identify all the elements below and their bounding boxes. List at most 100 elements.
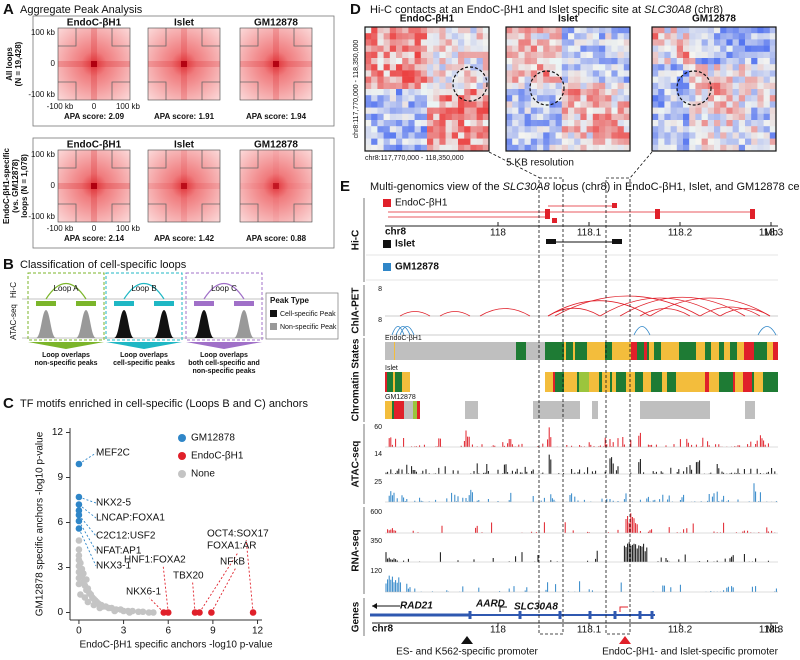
hic-cell bbox=[701, 113, 709, 121]
hic-cell bbox=[658, 45, 665, 53]
hic-cell bbox=[623, 107, 631, 115]
point-label: HNF1:FOXA2 bbox=[124, 555, 186, 566]
hic-cell bbox=[617, 89, 625, 96]
highlight-box bbox=[605, 177, 631, 635]
atac-peak bbox=[154, 310, 174, 338]
hic-cell bbox=[561, 138, 569, 146]
y-tick-label: -100 kb bbox=[28, 212, 55, 221]
hic-cell bbox=[658, 27, 665, 34]
hic-cell bbox=[670, 82, 678, 90]
hic-cell bbox=[738, 70, 746, 77]
hic-cell bbox=[751, 144, 758, 152]
hic-cell bbox=[605, 101, 612, 108]
hic-cell bbox=[707, 95, 715, 102]
scatter-point bbox=[75, 537, 83, 544]
scatter-point bbox=[80, 570, 87, 577]
hic-cell bbox=[458, 51, 465, 59]
hic-cell bbox=[512, 58, 519, 65]
hic-cell bbox=[707, 64, 715, 71]
hic-cell bbox=[738, 89, 746, 96]
hic-cell bbox=[720, 76, 727, 84]
hic-cell bbox=[695, 89, 702, 96]
hic-cell bbox=[611, 39, 618, 46]
hic-cell bbox=[592, 27, 600, 34]
hic-cell bbox=[420, 76, 428, 84]
hic-cell bbox=[714, 113, 721, 121]
hic-cell bbox=[414, 51, 422, 59]
exon bbox=[650, 611, 654, 619]
hic-cell bbox=[701, 120, 709, 127]
hic-cell bbox=[371, 101, 378, 108]
apa-center bbox=[91, 183, 97, 189]
hic-cell bbox=[652, 144, 659, 152]
panel-title: TF motifs enriched in cell-specific (Loo… bbox=[20, 398, 308, 410]
hic-cell bbox=[701, 126, 709, 133]
hic-cell bbox=[568, 132, 575, 139]
hic-cell bbox=[670, 70, 678, 77]
hic-cell bbox=[408, 39, 415, 46]
hic-cell bbox=[549, 64, 556, 71]
chromatin-state bbox=[393, 372, 395, 392]
hic-cell bbox=[396, 45, 403, 53]
hic-cell bbox=[561, 144, 569, 152]
hic-cell bbox=[408, 76, 415, 84]
hic-cell bbox=[389, 144, 397, 152]
legend-label: None bbox=[191, 469, 215, 480]
hic-cell bbox=[530, 39, 538, 46]
hic-cell bbox=[658, 89, 665, 96]
hic-cell bbox=[524, 107, 532, 115]
chromatin-state bbox=[735, 372, 743, 392]
hic-cell bbox=[371, 138, 378, 146]
scatter-point bbox=[150, 609, 157, 616]
hic-cell bbox=[732, 120, 740, 127]
y-tick-label: 12 bbox=[52, 427, 64, 438]
hic-cell bbox=[506, 33, 513, 40]
hic-cell bbox=[445, 51, 453, 59]
hic-cell bbox=[402, 70, 409, 77]
hic-cell bbox=[738, 132, 746, 139]
hic-cell bbox=[445, 101, 453, 108]
hic-cell bbox=[389, 120, 397, 127]
corner-box bbox=[111, 81, 130, 100]
hic-cell bbox=[439, 144, 446, 152]
hic-cell bbox=[470, 70, 477, 77]
hic-cell bbox=[402, 76, 409, 84]
hic-cell bbox=[543, 89, 550, 96]
hic-cell bbox=[664, 107, 671, 115]
hic-cell bbox=[605, 95, 612, 102]
chromatin-state bbox=[651, 372, 656, 392]
hic-cell bbox=[543, 113, 550, 121]
hic-cell bbox=[745, 113, 752, 121]
hic-cell bbox=[518, 138, 525, 146]
hic-cell bbox=[707, 58, 715, 65]
hic-cell bbox=[720, 144, 727, 152]
chromatin-state bbox=[599, 372, 602, 392]
hic-cell bbox=[365, 58, 372, 65]
hic-cell bbox=[371, 132, 378, 139]
hic-cell bbox=[506, 76, 513, 84]
hic-cell bbox=[568, 51, 575, 59]
hic-cell bbox=[689, 126, 696, 133]
hic-cell bbox=[605, 70, 612, 77]
hic-cell bbox=[518, 58, 525, 65]
hic-cell bbox=[377, 58, 384, 65]
hic-cell bbox=[599, 82, 606, 90]
hic-cell bbox=[701, 132, 709, 139]
hic-cell bbox=[757, 64, 764, 71]
hic-cell bbox=[670, 95, 678, 102]
hic-cell bbox=[408, 95, 415, 102]
hic-cell bbox=[720, 107, 727, 115]
loop-caption: non-specific peaks bbox=[34, 360, 97, 367]
hic-cell bbox=[707, 82, 715, 90]
chromatin-state bbox=[688, 342, 696, 360]
hic-cell bbox=[451, 82, 459, 90]
hic-cell bbox=[427, 33, 434, 40]
hic-cell bbox=[738, 120, 746, 127]
hic-cell bbox=[611, 107, 618, 115]
hic-cell bbox=[676, 89, 684, 96]
hic-cell bbox=[402, 33, 409, 40]
hic-cell bbox=[414, 76, 422, 84]
hic-cell bbox=[464, 120, 471, 127]
chromatin-state bbox=[697, 372, 702, 392]
hic-cell bbox=[537, 45, 544, 53]
